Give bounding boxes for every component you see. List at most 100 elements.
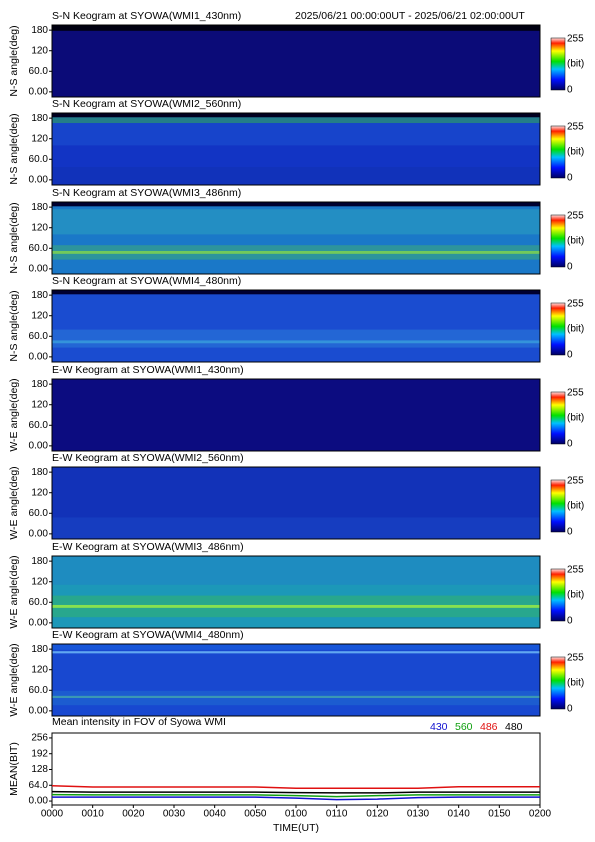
x-tick-label: 0140 [448,809,471,820]
x-tick-label: 0120 [366,809,389,820]
period: 2025/06/21 00:00:00UT - 2025/06/21 02:00… [295,10,525,22]
colorbar-max: 255 [567,388,584,399]
panel-title: S-N Keogram at SYOWA(WMI3_486nm) [52,187,241,199]
keogram-band [52,517,540,539]
y-tick-label: 0.00 [29,528,49,539]
colorbar-unit: (bit) [567,501,584,512]
colorbar [550,214,566,268]
y-tick-label: 180 [31,644,48,655]
x-tick-label: 0100 [285,809,308,820]
keogram-band [52,202,540,207]
colorbar-min: 0 [567,439,573,450]
colorbar [550,391,566,445]
plot-frame [51,643,541,717]
y-tick-label: 120 [31,310,48,321]
colorbar-max: 255 [567,476,584,487]
y-tick-label: 0.00 [29,263,49,274]
y-tick-label: 120 [31,222,48,233]
y-tick-label: 60.0 [29,685,49,696]
keogram-band [52,250,540,254]
x-tick-label: 0110 [326,809,348,820]
y-tick-label: 0.00 [29,174,49,185]
y-tick-label: 120 [31,576,48,587]
y-tick-label: 0.00 [29,705,49,716]
y-tick-label: 180 [31,556,48,567]
y-tick-label: 0.00 [29,617,49,628]
panel-title: S-N Keogram at SYOWA(WMI4_480nm) [52,275,241,287]
plot-frame [51,378,541,452]
keogram-band [52,209,540,235]
y-tick-label: 60.0 [29,331,49,342]
keogram-band [52,113,540,118]
colorbar-min: 0 [567,527,573,538]
y-tick-label: 0.00 [29,440,49,451]
colorbar [550,656,566,710]
plot-frame [51,555,541,629]
keogram-image [52,290,540,362]
colorbar-max: 255 [567,122,584,133]
y-tick-label: 0.00 [29,796,49,807]
y-tick-label: 120 [31,487,48,498]
y-tick-label: 120 [31,133,48,144]
colorbar-max: 255 [567,299,584,310]
keogram-band [52,290,540,295]
x-tick-label: 0000 [41,809,64,820]
y-tick-label: 60.0 [29,66,49,77]
series-line [52,796,540,801]
y-tick-label: 180 [31,467,48,478]
plot-frame [51,201,541,275]
y-tick-label: 128 [31,764,48,775]
y-tick-label: 0.00 [29,351,49,362]
x-tick-label: 0150 [488,809,511,820]
plot-frame [51,24,541,98]
keogram-band [52,329,540,348]
y-tick-label: 180 [31,113,48,124]
y-tick-label: 60.0 [29,597,49,608]
colorbar [550,302,566,356]
x-tick-label: 0020 [122,809,145,820]
chart-title: Mean intensity in FOV of Syowa WMI [52,716,226,728]
colorbar-max: 255 [567,211,584,222]
y-tick-label: 256 [31,733,48,744]
legend-entry: 486 [480,721,498,733]
x-tick-label: 0010 [82,809,105,820]
colorbar-max: 255 [567,565,584,576]
panel-title: S-N Keogram at SYOWA(WMI1_430nm) [52,10,241,22]
keogram-band [52,651,540,654]
y-axis-label: W-E angle(deg) [8,466,20,539]
colorbar-max: 255 [567,34,584,45]
y-tick-label: 60.0 [29,420,49,431]
y-tick-label: 64.0 [29,780,49,791]
colorbar-unit: (bit) [567,147,584,158]
x-tick-label: 0030 [163,809,186,820]
colorbar-min: 0 [567,704,573,715]
colorbar-min: 0 [567,262,573,273]
keogram-band [52,556,540,585]
keogram-band [52,604,540,608]
y-axis-label: N-S angle(deg) [8,202,20,273]
keogram-band [52,167,540,185]
y-axis-label: MEAN(BIT) [8,742,20,796]
keogram-image [52,25,540,97]
y-axis-label: N-S angle(deg) [8,290,20,361]
y-axis-label: W-E angle(deg) [8,555,20,628]
plot-frame [51,289,541,363]
series-line [51,793,540,798]
colorbar-unit: (bit) [567,59,584,70]
keogram-band [52,25,540,31]
y-tick-label: 120 [31,45,48,56]
colorbar [550,37,566,91]
y-tick-label: 180 [31,202,48,213]
y-axis-label: N-S angle(deg) [8,25,20,96]
series-line [51,790,540,794]
panel-title: E-W Keogram at SYOWA(WMI4_480nm) [52,629,244,641]
y-tick-label: 180 [31,25,48,36]
colorbar-unit: (bit) [567,678,584,689]
legend-entry: 480 [505,721,523,733]
keogram-band [52,340,540,344]
x-axis-label: TIME(UT) [273,822,319,834]
x-tick-label: 0040 [204,809,227,820]
y-tick-label: 0.00 [29,86,49,97]
y-axis-label: W-E angle(deg) [8,378,20,451]
